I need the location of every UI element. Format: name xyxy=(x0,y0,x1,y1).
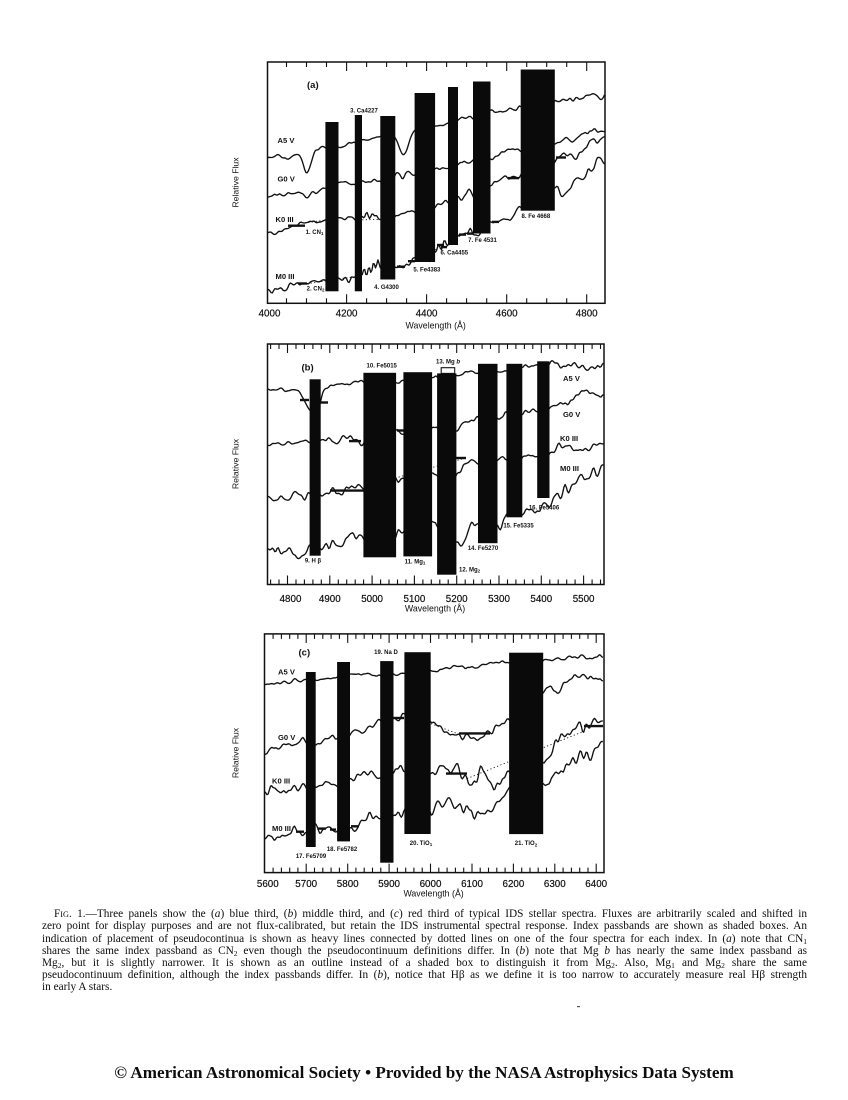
svg-text:M0 III: M0 III xyxy=(272,824,291,833)
svg-text:6300: 6300 xyxy=(544,879,566,890)
svg-text:21. TiO2: 21. TiO2 xyxy=(515,841,538,847)
svg-text:11. Mg1: 11. Mg1 xyxy=(405,560,426,566)
svg-text:5500: 5500 xyxy=(573,594,595,605)
svg-text:4. G4300: 4. G4300 xyxy=(374,285,399,291)
svg-text:6000: 6000 xyxy=(420,879,442,890)
svg-text:Wavelength (Å): Wavelength (Å) xyxy=(405,603,465,613)
svg-text:6100: 6100 xyxy=(461,879,483,890)
svg-text:(c): (c) xyxy=(299,648,311,659)
svg-text:17. Fe5709: 17. Fe5709 xyxy=(296,854,327,860)
svg-text:4800: 4800 xyxy=(280,594,302,605)
svg-text:9. H β: 9. H β xyxy=(305,559,322,565)
svg-text:6200: 6200 xyxy=(503,879,525,890)
svg-text:2. CN2: 2. CN2 xyxy=(307,287,325,293)
svg-text:6400: 6400 xyxy=(585,879,607,890)
svg-text:A5 V: A5 V xyxy=(563,374,581,383)
svg-text:7. Fe 4531: 7. Fe 4531 xyxy=(468,238,497,244)
svg-text:4800: 4800 xyxy=(576,309,598,320)
svg-text:19. Na D: 19. Na D xyxy=(374,650,398,656)
svg-text:Relative Flux: Relative Flux xyxy=(231,438,241,489)
svg-text:5600: 5600 xyxy=(257,879,279,890)
svg-text:K0 III: K0 III xyxy=(276,215,294,224)
svg-text:6. Ca4455: 6. Ca4455 xyxy=(440,251,468,257)
svg-text:20. TiO1: 20. TiO1 xyxy=(410,841,433,847)
svg-text:4200: 4200 xyxy=(336,309,358,320)
svg-text:Wavelength (Å): Wavelength (Å) xyxy=(406,321,466,331)
svg-text:K0 III: K0 III xyxy=(560,434,578,443)
svg-text:14. Fe5270: 14. Fe5270 xyxy=(468,546,499,552)
svg-text:M0 III: M0 III xyxy=(276,272,295,281)
svg-text:(b): (b) xyxy=(302,363,314,374)
svg-text:5300: 5300 xyxy=(488,594,510,605)
svg-text:K0 III: K0 III xyxy=(272,777,290,786)
svg-text:A5 V: A5 V xyxy=(278,136,296,145)
svg-text:8. Fe 4668: 8. Fe 4668 xyxy=(522,214,551,220)
svg-text:5900: 5900 xyxy=(378,879,400,890)
svg-text:4400: 4400 xyxy=(416,309,438,320)
svg-text:G0 V: G0 V xyxy=(278,175,296,184)
svg-text:4900: 4900 xyxy=(319,594,341,605)
svg-text:(a): (a) xyxy=(307,80,319,91)
svg-text:A5 V: A5 V xyxy=(278,667,296,676)
svg-text:5400: 5400 xyxy=(530,594,552,605)
svg-text:Relative Flux: Relative Flux xyxy=(231,157,241,208)
svg-text:13. Mg b: 13. Mg b xyxy=(436,359,460,365)
svg-text:4000: 4000 xyxy=(259,309,281,320)
svg-text:4600: 4600 xyxy=(496,309,518,320)
svg-text:G0 V: G0 V xyxy=(563,410,581,419)
svg-text:5700: 5700 xyxy=(295,879,317,890)
svg-text:5. Fe4383: 5. Fe4383 xyxy=(413,268,441,274)
svg-text:5000: 5000 xyxy=(361,594,383,605)
svg-text:5100: 5100 xyxy=(404,594,426,605)
svg-text:Relative Flux: Relative Flux xyxy=(231,727,241,778)
svg-text:16. Fe5406: 16. Fe5406 xyxy=(529,505,560,511)
svg-text:12. Mg2: 12. Mg2 xyxy=(459,567,481,573)
svg-text:15. Fe5335: 15. Fe5335 xyxy=(503,524,534,530)
svg-text:G0 V: G0 V xyxy=(278,733,296,742)
svg-text:18. Fe5782: 18. Fe5782 xyxy=(327,847,358,853)
svg-text:5800: 5800 xyxy=(337,879,359,890)
svg-text:M0 III: M0 III xyxy=(560,464,579,473)
svg-text:3. Ca4227: 3. Ca4227 xyxy=(350,109,378,115)
svg-text:10. Fe5015: 10. Fe5015 xyxy=(367,364,398,370)
svg-text:1. CN1: 1. CN1 xyxy=(306,230,324,236)
svg-text:Wavelength (Å): Wavelength (Å) xyxy=(403,888,463,898)
svg-text:5200: 5200 xyxy=(446,594,468,605)
